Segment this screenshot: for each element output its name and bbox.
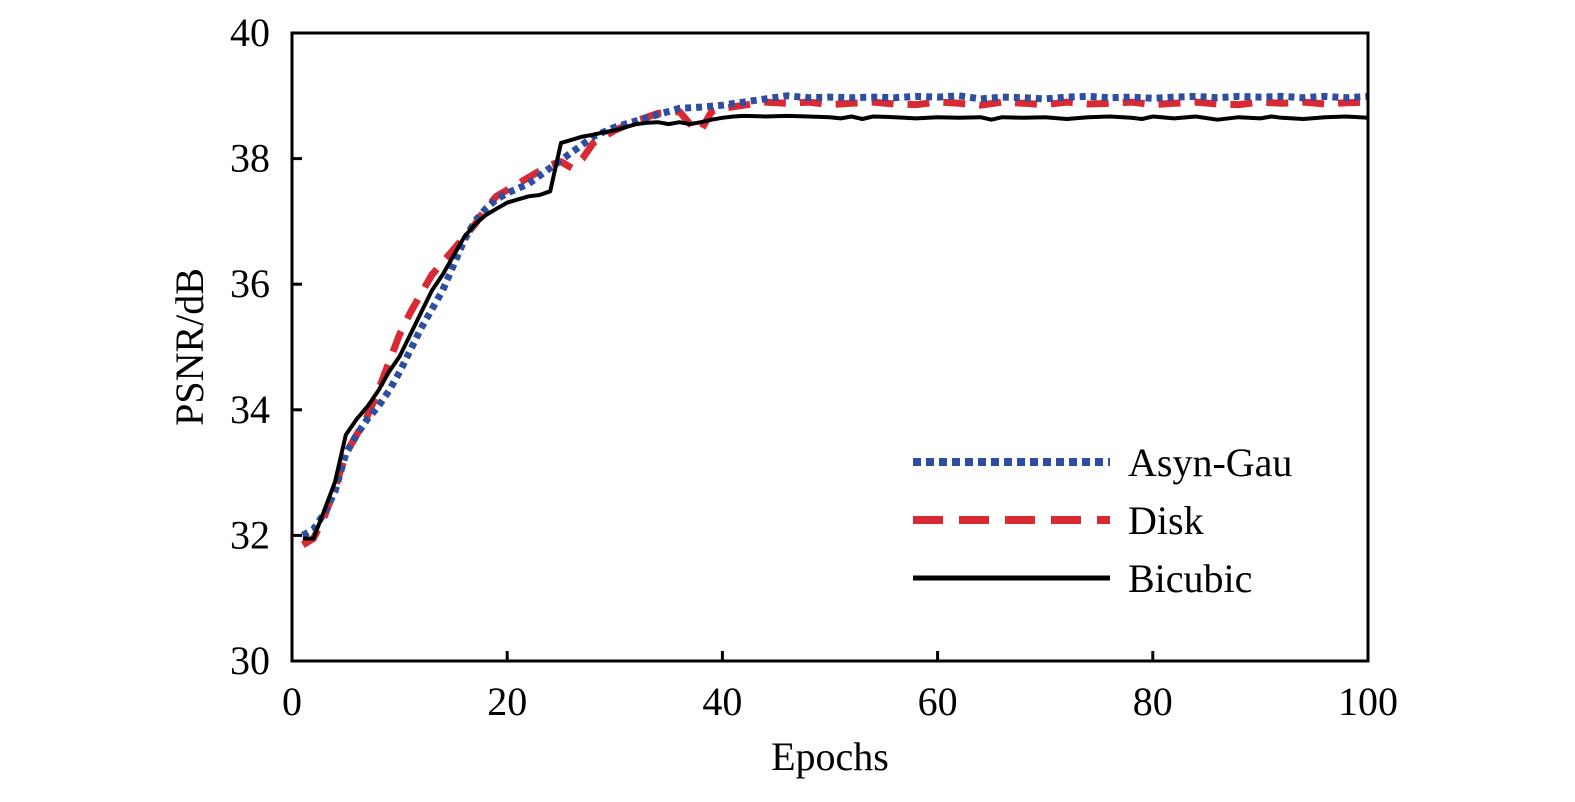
x-tick-label: 0: [282, 679, 302, 724]
plot-frame: [290, 31, 1370, 663]
x-tick-label: 40: [702, 679, 742, 724]
legend: Asyn-Gau Disk Bicubic: [913, 440, 1292, 601]
x-tick-label: 60: [918, 679, 958, 724]
ticks-layer: 0 20 40 60 80 100 30 32 34 36 38 40: [230, 10, 1398, 724]
y-tick-label: 38: [230, 136, 270, 181]
x-tick-label: 100: [1338, 679, 1398, 724]
x-tick-label: 20: [487, 679, 527, 724]
legend-label-disk: Disk: [1128, 498, 1204, 543]
y-tick-label: 36: [230, 261, 270, 306]
legend-label-asyn-gau: Asyn-Gau: [1128, 440, 1292, 485]
y-tick-label: 40: [230, 10, 270, 55]
series-layer: [301, 92, 1369, 548]
x-tick-label: 80: [1133, 679, 1173, 724]
series-line-bicubic: [302, 113, 1369, 541]
legend-label-bicubic: Bicubic: [1128, 556, 1252, 601]
y-axis-label: PSNR/dB: [167, 268, 212, 426]
x-axis-label: Epochs: [771, 734, 889, 779]
y-tick-label: 30: [230, 638, 270, 683]
series-line-asyn-gau: [301, 92, 1369, 539]
y-tick-label: 32: [230, 512, 270, 557]
y-tick-label: 34: [230, 387, 270, 432]
